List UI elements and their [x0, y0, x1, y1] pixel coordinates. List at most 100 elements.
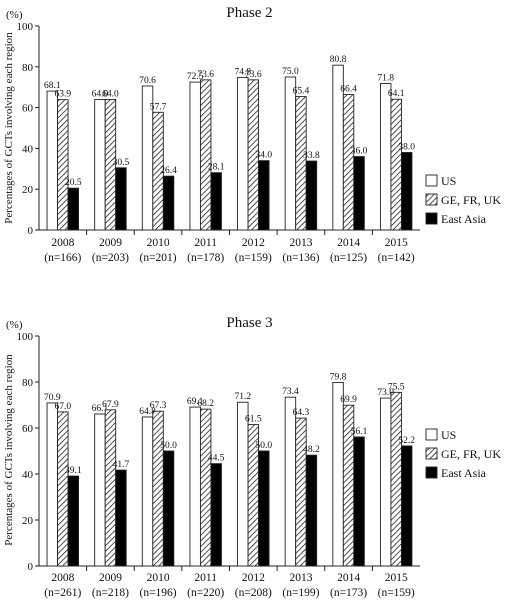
bar-value-label: 65.4 — [293, 87, 310, 97]
bar-value-label: 38.0 — [398, 142, 415, 152]
bar-value-label: 64.0 — [92, 89, 109, 99]
bar-us — [237, 76, 249, 231]
sample-size-label: (n=142) — [378, 252, 415, 264]
bar-value-label: 66.4 — [340, 85, 357, 95]
y-tick-label: 100 — [17, 21, 34, 33]
legend-label: US — [441, 174, 456, 188]
bar-ge-fr-uk — [152, 111, 164, 231]
chart-panel-2: Phase 2 (%) Percentages of GCTs involving … — [3, 5, 501, 264]
x-tick-label: 2009 — [99, 237, 122, 249]
bar-value-label: 26.4 — [160, 166, 177, 176]
bar-ge-fr-uk — [57, 99, 69, 231]
bar-east-asia — [162, 175, 175, 231]
bar-value-label: 68.1 — [44, 81, 61, 91]
bar-value-label: 63.9 — [55, 90, 72, 100]
legend-label: GE, FR, UK — [441, 193, 501, 207]
x-tick-label: 2015 — [385, 237, 408, 249]
bar-ge-fr-uk — [390, 391, 402, 567]
x-tick-label: 2012 — [242, 572, 265, 584]
sample-size-label: (n=178) — [187, 252, 224, 264]
sample-size-label: (n=201) — [139, 252, 176, 264]
sample-size-label: (n=196) — [139, 587, 176, 599]
bar-east-asia — [258, 450, 270, 567]
y-tick-label: 80 — [22, 62, 34, 74]
bar-us — [141, 416, 154, 567]
bar-us — [379, 397, 392, 567]
bar-value-label: 33.8 — [303, 151, 320, 161]
bar-east-asia — [258, 160, 270, 231]
bar-east-asia — [67, 187, 80, 231]
bar-value-label: 56.1 — [351, 427, 368, 437]
bar-east-asia — [115, 469, 127, 567]
bar-ge-fr-uk — [57, 411, 69, 567]
bar-value-label: 75.0 — [282, 67, 299, 77]
bar-value-label: 34.0 — [256, 151, 273, 161]
bar-value-label: 67.3 — [150, 401, 167, 411]
x-tick-label: 2012 — [242, 237, 265, 249]
x-tick-label: 2015 — [385, 572, 408, 584]
bar-ge-fr-uk — [152, 410, 164, 567]
bar-value-label: 72.5 — [187, 72, 204, 82]
sample-size-label: (n=166) — [44, 252, 81, 264]
bar-value-label: 64.8 — [139, 407, 156, 417]
bar-value-label: 70.9 — [44, 393, 61, 403]
y-axis-label: Percentages of GCTs involving each regio… — [3, 354, 15, 546]
bar-east-asia — [67, 475, 80, 567]
chart-title: Phase 2 — [226, 5, 272, 21]
legend-label: US — [441, 428, 456, 442]
bar-ge-fr-uk — [247, 79, 260, 231]
legend-label: East Asia — [441, 212, 487, 226]
bar-value-label: 73.4 — [282, 387, 299, 397]
bar-value-label: 36.0 — [351, 147, 368, 157]
x-tick-label: 2008 — [51, 237, 74, 249]
bar-ge-fr-uk — [342, 94, 355, 231]
bar-value-label: 64.1 — [388, 89, 405, 99]
legend-swatch — [425, 174, 438, 187]
legend-swatch — [425, 466, 438, 479]
legend-swatch — [425, 447, 438, 460]
bar-us — [94, 413, 106, 567]
bar-value-label: 71.8 — [377, 74, 394, 84]
bar-us — [189, 81, 201, 231]
chart-panel-3: Phase 3 (%) Percentages of GCTs involving … — [3, 315, 501, 599]
x-tick-label: 2008 — [51, 572, 74, 584]
sample-size-label: (n=203) — [92, 252, 129, 264]
x-tick-label: 2010 — [147, 237, 170, 249]
bar-value-label: 80.8 — [330, 55, 347, 65]
y-tick-label: 60 — [22, 103, 34, 115]
y-axis-label: Percentages of GCTs involving each regio… — [3, 32, 15, 224]
bar-us — [46, 402, 59, 567]
bar-value-label: 73.6 — [197, 70, 214, 80]
bar-east-asia — [305, 454, 318, 567]
bar-value-label: 50.0 — [256, 441, 273, 451]
sample-size-label: (n=125) — [330, 252, 367, 264]
bar-east-asia — [353, 156, 365, 231]
x-tick-label: 2011 — [194, 237, 217, 249]
bar-value-label: 73.0 — [377, 388, 394, 398]
sample-size-label: (n=220) — [187, 587, 224, 599]
x-tick-label: 2013 — [289, 237, 312, 249]
y-tick-label: 100 — [17, 331, 34, 343]
bar-value-label: 75.5 — [388, 382, 405, 392]
bar-east-asia — [305, 160, 318, 231]
sample-size-label: (n=208) — [235, 587, 272, 599]
bar-value-label: 67.0 — [55, 402, 72, 412]
sample-size-label: (n=159) — [235, 252, 272, 264]
bar-value-label: 44.5 — [208, 454, 225, 464]
bar-value-label: 39.1 — [65, 466, 82, 476]
x-tick-label: 2010 — [147, 572, 170, 584]
y-tick-label: 80 — [22, 377, 34, 389]
y-tick-label: 60 — [22, 423, 34, 435]
x-tick-label: 2011 — [194, 572, 217, 584]
bar-ge-fr-uk — [199, 408, 212, 567]
bar-us — [284, 76, 297, 231]
sample-size-label: (n=199) — [282, 587, 319, 599]
bar-ge-fr-uk — [295, 96, 307, 231]
bar-value-label: 52.2 — [398, 436, 415, 446]
bar-value-label: 20.5 — [65, 178, 82, 188]
bar-us — [284, 396, 297, 567]
legend-swatch — [425, 193, 438, 206]
x-tick-label: 2009 — [99, 572, 122, 584]
bar-ge-fr-uk — [390, 98, 402, 231]
